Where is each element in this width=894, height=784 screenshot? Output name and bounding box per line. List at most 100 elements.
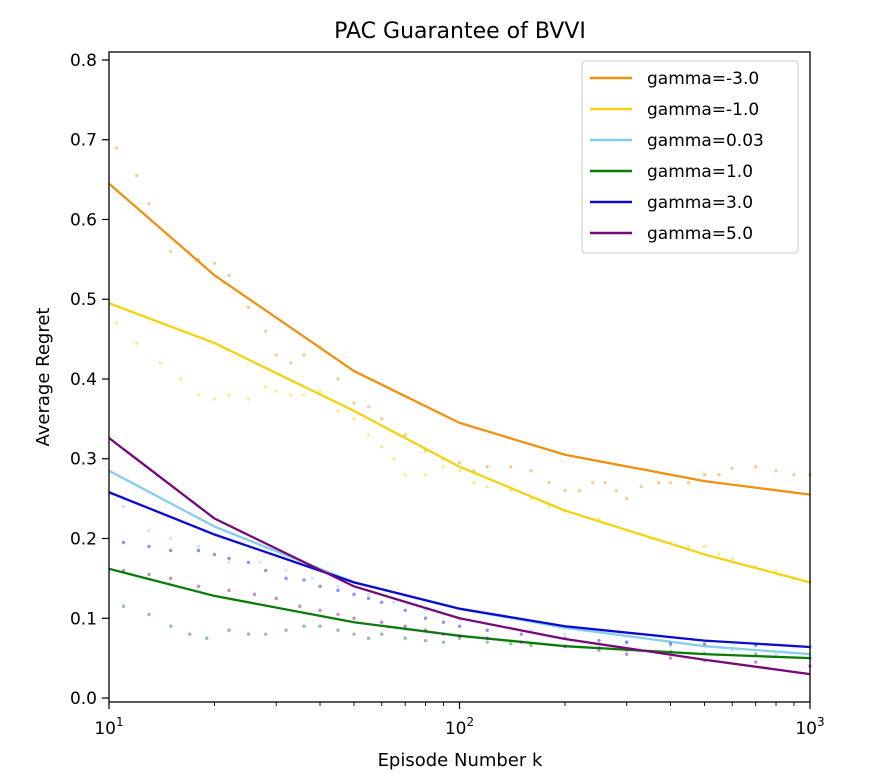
series-0-observed-point-7 [246,305,251,309]
series-1-observed-point-0 [114,321,119,325]
series-1-observed-point-34 [717,552,721,557]
series-1-observed-point-21 [457,469,462,473]
series-5-observed-point-1 [147,572,151,577]
series-4-observed-point-15 [403,608,407,612]
series-0-observed-point-25 [547,480,551,485]
series-1-observed-point-37 [774,568,778,573]
y-tick-label-5: 0.5 [70,290,97,310]
series-1-observed-point-26 [547,504,551,509]
series-3-fit-line [108,567,811,660]
series-1-observed-point-7 [246,397,251,401]
series-1-observed-point-2 [158,361,162,365]
series-0-observed-point-30 [614,488,618,493]
series-1-observed-point-14 [352,417,356,421]
series-0-fit-line [108,182,811,496]
series-5-observed-point-12 [403,624,407,628]
series-3-observed-point-18 [457,636,462,640]
y-tick-label-6: 0.6 [70,210,97,230]
y-tick-label-8: 0.8 [70,51,97,71]
series-1-observed-point-16 [380,445,384,449]
y-tick-label-1: 0.1 [70,609,97,629]
series-0-observed-point-0 [114,146,119,150]
series-4-observed-point-18 [457,624,462,628]
series-0-observed-point-29 [603,480,607,485]
series-4-observed-point-6 [246,560,251,565]
series-4-observed-point-14 [380,600,384,605]
y-tick-label-0: 0.0 [70,689,97,709]
series-0-observed-point-40 [774,469,778,473]
series-1-observed-point-3 [178,377,183,381]
series-3-observed-point-19 [485,640,489,644]
series-5-observed-point-7 [298,604,302,608]
series-3-observed-point-10 [318,624,322,628]
series-1-observed-point-13 [336,409,340,413]
series-5-observed-point-16 [485,636,489,640]
series-2-observed-point-5 [258,560,262,565]
series-1-observed-point-22 [472,480,476,485]
series-0-observed-point-20 [457,461,462,465]
series-0-observed-point-10 [289,361,293,365]
series-3-observed-point-0 [121,604,126,608]
series-2-observed-point-16 [625,640,629,644]
series-4-observed-point-11 [336,588,340,593]
series-1-observed-point-11 [302,393,306,397]
series-5-observed-point-8 [318,608,322,612]
series-0-observed-point-1 [135,173,139,178]
legend-box [581,60,799,254]
series-0-observed-point-24 [529,469,533,473]
series-3-observed-point-5 [227,628,231,632]
y-tick-label-4: 0.4 [70,370,97,390]
series-1-fit-line [108,302,811,584]
series-1-observed-point-4 [196,393,201,397]
series-0-observed-point-33 [656,480,661,485]
series-0-observed-point-5 [212,261,217,266]
series-0-observed-point-17 [403,433,407,437]
series-0-observed-point-36 [702,473,707,477]
series-5-observed-point-14 [441,632,446,636]
series-1-observed-point-28 [597,516,601,521]
series-1-observed-point-32 [686,544,691,549]
series-0-observed-point-2 [147,201,151,206]
series-4-observed-point-22 [597,638,601,643]
series-5-observed-point-20 [625,652,629,656]
series-0-observed-point-23 [509,465,513,469]
series-5-observed-point-19 [597,648,601,652]
series-2-observed-point-4 [227,560,231,565]
series-0-observed-point-3 [169,249,173,254]
series-4-observed-point-12 [352,592,356,597]
series-0-observed-point-35 [686,480,691,485]
series-4-observed-point-24 [668,642,673,646]
y-tick-label-3: 0.3 [70,450,97,470]
series-1-observed-point-5 [212,397,217,401]
series-1-observed-point-10 [289,393,293,397]
series-5-observed-point-3 [196,584,201,589]
legend-label-2: gamma=0.03 [647,131,764,151]
series-4-observed-point-13 [366,596,371,601]
series-3-observed-point-14 [380,632,384,636]
series-5-observed-point-18 [563,644,567,648]
series-1-observed-point-20 [441,465,446,469]
series-5 [108,437,812,676]
series-0 [108,146,812,501]
series-1-observed-point-8 [264,385,268,389]
series-0-observed-point-11 [302,353,306,357]
series-3-observed-point-21 [529,643,533,648]
series-layer [108,146,812,676]
series-5-observed-point-4 [227,588,231,593]
legend-label-5: gamma=5.0 [647,224,753,244]
series-3-observed-point-6 [246,632,251,636]
series-4-observed-point-20 [519,632,523,636]
series-1-observed-point-35 [730,556,734,561]
series-5-observed-point-15 [457,634,462,638]
series-0-observed-point-28 [591,480,595,485]
series-2-observed-point-19 [774,652,778,656]
series-0-observed-point-41 [792,473,796,477]
series-0-observed-point-14 [352,401,356,405]
series-1-observed-point-33 [702,544,707,549]
series-5-observed-point-10 [352,616,356,620]
series-2-observed-point-7 [310,576,314,581]
series-4-observed-point-10 [318,584,322,589]
series-2-observed-point-1 [147,528,151,533]
series-5-observed-point-5 [252,592,257,597]
